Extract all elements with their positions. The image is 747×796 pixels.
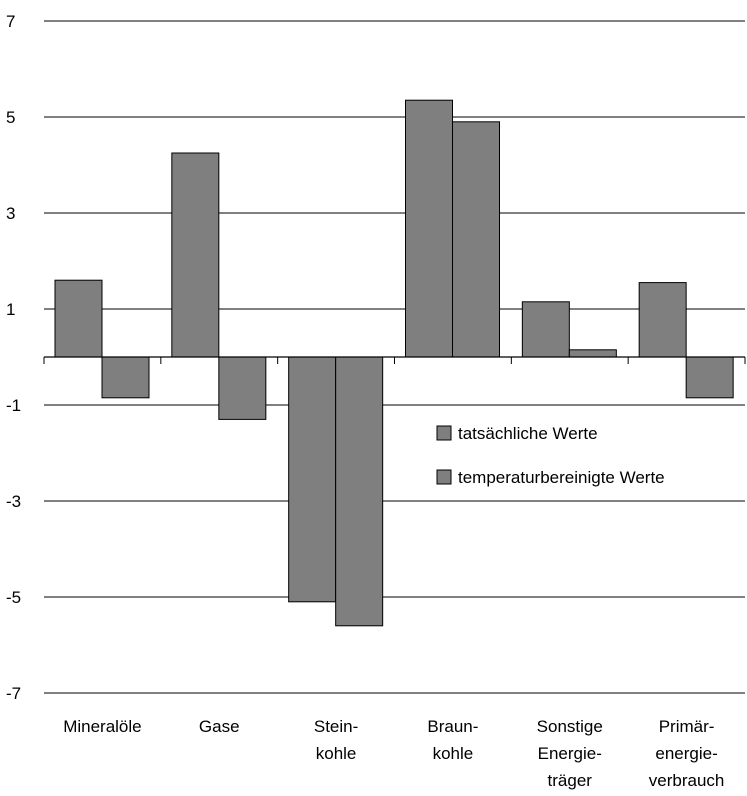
bar-actual [171, 152, 220, 358]
category-labels: Mineralöle Gase Stein-kohle Braun-kohle Sons… [63, 717, 724, 790]
x-axis [43, 356, 746, 364]
legend-label-adjusted: temperaturbereinigte Werte [458, 468, 665, 487]
y-axis-tick-labels: 7 5 3 1 -1 -3 -5 -7 [6, 12, 21, 703]
category-label: Braun- [427, 717, 478, 736]
bar-actual [288, 356, 337, 603]
y-tick-label: 7 [6, 12, 15, 31]
bar-adjusted [101, 356, 150, 399]
category-label: Primär- [659, 717, 715, 736]
bar-actual [405, 99, 453, 358]
category-label: verbrauch [649, 771, 725, 790]
category-label: Energie- [538, 744, 602, 763]
legend-label-actual: tatsächliche Werte [458, 424, 598, 443]
bar-actual [521, 301, 570, 358]
category-label: Sonstige [537, 717, 603, 736]
legend-background [405, 410, 745, 500]
bars [54, 99, 734, 627]
bar-actual [54, 279, 103, 358]
legend: tatsächliche Werte temperaturbereinigte … [405, 410, 745, 500]
bar-actual [638, 282, 687, 358]
bar-adjusted [218, 356, 267, 420]
category-label: Gase [199, 717, 240, 736]
y-tick-label: -1 [6, 396, 21, 415]
y-tick-label: 1 [6, 300, 15, 319]
category-label: Stein- [314, 717, 358, 736]
category-label: kohle [316, 744, 357, 763]
category-label: kohle [433, 744, 474, 763]
category-label: träger [548, 771, 593, 790]
y-tick-label: -7 [6, 684, 21, 703]
y-tick-label: 3 [6, 204, 15, 223]
y-tick-label: 5 [6, 108, 15, 127]
y-tick-label: -3 [6, 492, 21, 511]
legend-swatch-actual [436, 425, 452, 441]
legend-swatch-adjusted [436, 469, 452, 485]
bar-adjusted [452, 121, 500, 358]
y-tick-label: -5 [6, 588, 21, 607]
bar-adjusted [568, 349, 617, 358]
category-label: Mineralöle [63, 717, 141, 736]
bar-adjusted [685, 356, 734, 399]
bar-adjusted [335, 356, 384, 627]
gridlines [44, 20, 745, 694]
category-label: energie- [655, 744, 717, 763]
